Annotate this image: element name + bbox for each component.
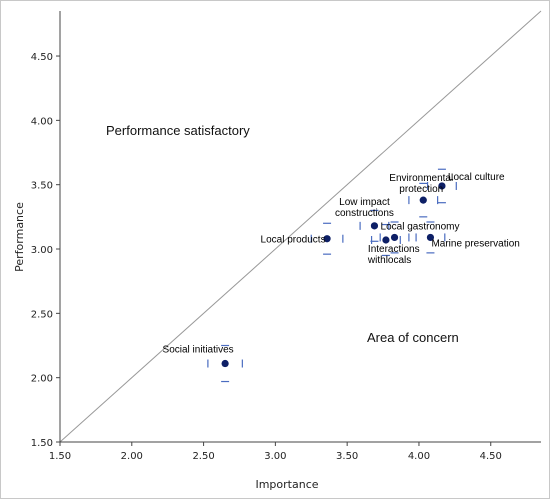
data-point-3	[390, 233, 399, 242]
data-point-0	[438, 182, 446, 190]
data-point-5	[382, 236, 390, 244]
x-tick-label-6: 4.50	[480, 451, 502, 462]
point-label-6: Marine preservation	[431, 238, 519, 249]
data-point-7	[221, 359, 229, 368]
x-tick-label-4: 3.50	[336, 451, 358, 462]
y-tick-label-6: 4.50	[31, 52, 53, 63]
point-label-0: Local culture	[448, 172, 505, 183]
region-label-upper: Performance satisfactory	[106, 123, 250, 138]
data-point-4	[323, 235, 331, 243]
x-tick-label-0: 1.50	[49, 451, 71, 462]
x-tick-label-3: 3.00	[264, 451, 286, 462]
y-tick-label-4: 3.50	[31, 181, 53, 192]
y-tick-label-5: 4.00	[31, 116, 53, 127]
y-axis-title: Performance	[13, 202, 26, 272]
point-label-4: Local products	[261, 235, 326, 246]
point-label-3: Local gastronomy	[381, 221, 460, 232]
x-tick-label-5: 4.00	[408, 451, 430, 462]
y-tick-label-2: 2.50	[31, 309, 53, 320]
point-label-1: Environmental protection	[389, 173, 453, 195]
point-label-7: Social initiatives	[163, 345, 234, 356]
point-label-5: Interactions withlocals	[367, 244, 420, 266]
y-tick-label-1: 2.00	[31, 374, 53, 385]
region-label-lower: Area of concern	[367, 330, 459, 345]
point-label-2: Low impact constructions	[335, 197, 394, 219]
x-tick-label-2: 2.50	[192, 451, 214, 462]
data-point-6	[426, 233, 435, 242]
y-tick-label-3: 3.00	[31, 245, 53, 256]
x-axis-title: Importance	[255, 478, 318, 491]
y-tick-label-0: 1.50	[31, 438, 53, 449]
diagonal-reference-line	[59, 10, 542, 443]
data-point-1	[419, 196, 427, 204]
x-tick-label-1: 2.00	[121, 451, 143, 462]
data-point-2	[370, 222, 379, 230]
